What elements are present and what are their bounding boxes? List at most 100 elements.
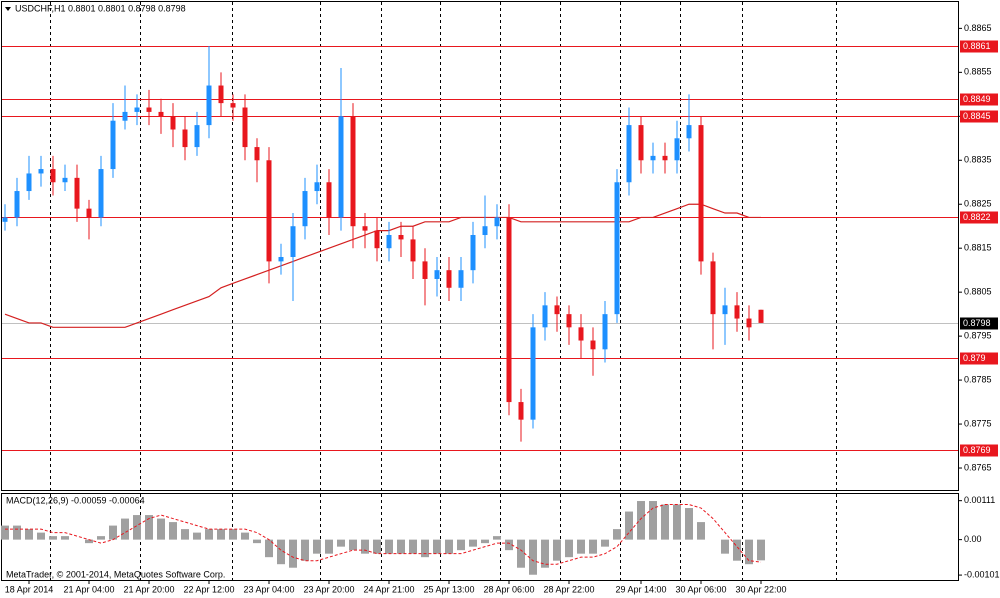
y-tick-label: 0.8815 [964, 243, 992, 253]
level-tag [960, 211, 998, 224]
macd-bar [421, 539, 429, 558]
candle-body [110, 120, 116, 170]
y-tick-label: 0.8785 [964, 374, 992, 384]
candle-body [158, 111, 164, 117]
y-tick-label: 0.8855 [964, 67, 992, 77]
level-tag [960, 93, 998, 106]
level-label: 0.8822 [963, 212, 991, 222]
x-tick-label: 22 Apr 12:00 [183, 584, 234, 594]
candle-body [146, 107, 152, 112]
macd-bar [469, 539, 477, 547]
macd-bar [37, 532, 45, 540]
candle-body [638, 125, 644, 161]
candle-body [434, 270, 440, 279]
candle-body [662, 155, 668, 161]
macd-bar [649, 501, 657, 540]
macd-bar [517, 539, 525, 568]
macd-bar [757, 539, 765, 561]
candle-body [338, 116, 344, 218]
macd-bar [193, 532, 201, 540]
candle-body [554, 305, 560, 315]
candle-body [386, 235, 392, 249]
candle-body [122, 111, 128, 121]
candle-body [626, 125, 632, 183]
main-pane [1, 1, 959, 491]
candle-body [98, 169, 104, 218]
candle-body [590, 340, 596, 350]
candle-body [86, 208, 92, 218]
candle-body [74, 177, 80, 209]
macd-bar [157, 518, 165, 540]
macd-bar [601, 539, 609, 547]
y-tick-label: 0.00 [964, 534, 982, 544]
menu-arrow[interactable] [5, 7, 11, 11]
x-tick-label: 21 Apr 04:00 [63, 584, 114, 594]
candle-body [530, 327, 536, 420]
candle-body [206, 85, 212, 126]
copyright: MetaTrader, © 2001-2014, MetaQuotes Soft… [6, 569, 225, 579]
candle-body [578, 327, 584, 341]
y-tick-label: 0.8765 [964, 462, 992, 472]
candle-body [758, 309, 764, 323]
macd-bar [625, 511, 633, 540]
level-label: 0.8845 [963, 111, 991, 121]
macd-bar [85, 539, 93, 544]
candle-body [398, 235, 404, 240]
moving-average [4, 203, 761, 328]
candle-body [566, 314, 572, 328]
macd-bar [121, 518, 129, 540]
candle-body [314, 182, 320, 192]
macd-bar [145, 515, 153, 540]
macd-bar [301, 539, 309, 561]
candle-body [506, 217, 512, 403]
candle-body [182, 129, 188, 148]
candle-body [374, 230, 380, 249]
candle-body [254, 147, 260, 161]
candle-body [14, 191, 20, 218]
y-tick-label: 0.8825 [964, 199, 992, 209]
level-tag [960, 110, 998, 123]
x-tick-label: 28 Apr 06:00 [483, 584, 534, 594]
candle-body [518, 402, 524, 420]
macd-bar [1, 525, 9, 540]
macd-bar [613, 529, 621, 540]
macd-bar [457, 539, 465, 551]
candle-body [674, 138, 680, 161]
candle-body [446, 270, 452, 288]
macd-bar [313, 539, 321, 554]
candle-body [602, 314, 608, 350]
signal-line [5, 504, 762, 565]
level-tag [960, 444, 998, 457]
candle-body [734, 305, 740, 319]
candle-body [230, 103, 236, 108]
candle-body [242, 107, 248, 148]
y-tick-label: 0.8865 [964, 23, 992, 33]
macd-bar [337, 539, 345, 547]
x-tick-label: 24 Apr 21:00 [363, 584, 414, 594]
y-tick-label: 0.8775 [964, 418, 992, 428]
macd-bar [61, 536, 69, 540]
macd-bar [493, 536, 501, 540]
candle-body [722, 305, 728, 315]
x-tick-label: 30 Apr 22:00 [735, 584, 786, 594]
x-tick-label: 23 Apr 04:00 [243, 584, 294, 594]
x-tick-label: 23 Apr 20:00 [303, 584, 354, 594]
candle-body [542, 305, 548, 328]
macd-bar [325, 539, 333, 554]
candle-body [458, 270, 464, 288]
level-label: 0.8849 [963, 94, 991, 104]
candle-body [194, 125, 200, 148]
macd-bar [721, 539, 729, 554]
macd-bar [661, 504, 669, 540]
y-tick-label: 0.8835 [964, 155, 992, 165]
candle-body [170, 116, 176, 130]
macd-bar [385, 539, 393, 554]
macd-bar [49, 536, 57, 540]
candle-body [38, 169, 44, 174]
chart-title: USDCHF,H1 0.8801 0.8801 0.8798 0.8798 [15, 3, 186, 13]
macd-bar [361, 539, 369, 554]
y-tick-label: -0.00101 [964, 569, 1000, 579]
macd-bar [697, 522, 705, 540]
level-label: 0.8769 [963, 445, 991, 455]
x-tick-label: 25 Apr 13:00 [423, 584, 474, 594]
